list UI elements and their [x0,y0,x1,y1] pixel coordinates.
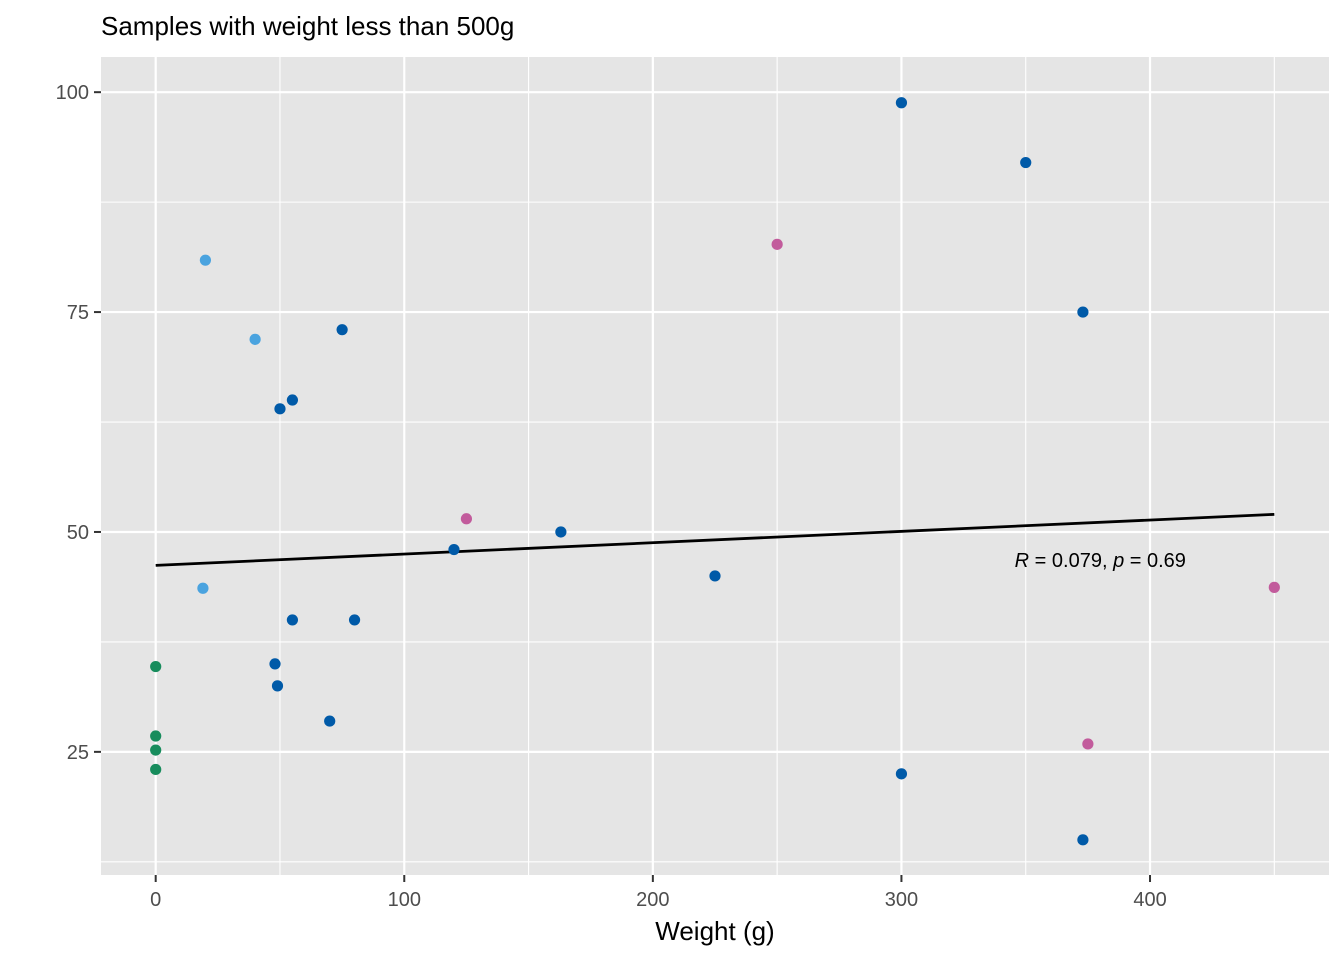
x-tick-label: 100 [388,889,421,911]
data-points [150,97,1280,846]
data-point [150,744,162,756]
data-point [324,715,336,727]
data-point [448,543,460,556]
data-point [150,730,162,742]
y-tick-label: 75 [67,302,89,324]
y-tick-label: 100 [56,82,89,104]
data-point [274,403,286,415]
data-point [1077,306,1089,318]
regression-line [155,512,1275,567]
data-point [1020,156,1032,169]
data-point [348,614,361,626]
x-tick-label: 400 [1133,889,1166,911]
data-point [150,763,162,776]
data-point [269,658,281,670]
data-point [895,97,908,109]
correlation-annotation: R = 0.079, p = 0.69 [1015,550,1186,572]
correlation-label: R = 0.079, p = 0.69 [1015,550,1186,572]
data-point [555,526,567,538]
minor-gridlines [101,57,1329,875]
data-point [1077,834,1089,846]
data-point [150,660,162,673]
data-point [197,582,209,594]
plot-panel [101,57,1329,875]
y-tick-label: 50 [67,522,89,544]
data-point [199,254,212,266]
data-point [460,513,473,525]
regression-line-group [155,512,1275,567]
r-symbol: R [1015,550,1029,572]
data-point [1268,581,1280,593]
axis-ticks: 0 100 200 300 400 25 50 75 100 [56,82,1167,911]
x-axis-title: Weight (g) [655,916,774,946]
x-tick-label: 0 [150,889,161,911]
x-tick-label: 300 [885,889,918,911]
data-point [286,394,299,406]
data-point [709,570,721,582]
data-point [336,324,348,336]
y-tick-label: 25 [67,742,89,764]
r-value: = 0.079, [1029,550,1113,572]
p-value: = 0.69 [1124,550,1186,572]
data-point [286,614,299,626]
p-symbol: p [1112,550,1124,572]
chart-title: Samples with weight less than 500g [101,11,514,41]
data-point [771,238,783,250]
x-tick-label: 200 [636,889,669,911]
data-point [271,680,284,692]
data-point [895,768,908,780]
data-point [249,333,261,345]
data-point [1082,738,1094,750]
